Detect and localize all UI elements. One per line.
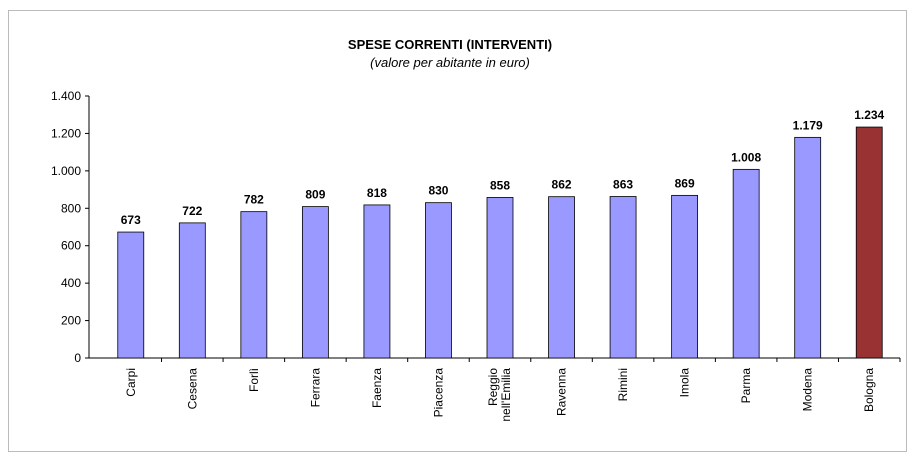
value-label: 1.179 <box>793 118 823 132</box>
bar <box>732 168 760 359</box>
bar <box>117 231 145 359</box>
value-label: 782 <box>244 193 264 207</box>
chart-title: SPESE CORRENTI (INTERVENTI) <box>348 37 552 52</box>
y-tick-label: 1.200 <box>51 126 81 140</box>
value-label: 863 <box>613 177 633 191</box>
x-tick-label: Cesena <box>185 368 199 410</box>
x-tick-label: Parma <box>739 368 753 404</box>
bar <box>301 206 329 359</box>
value-label: 1.234 <box>854 108 884 122</box>
bar <box>178 222 206 359</box>
x-tick-label: Bologna <box>862 368 876 412</box>
bar <box>671 194 699 359</box>
x-tick-label: Reggionell'Emilia <box>486 368 513 422</box>
value-label: 673 <box>121 213 141 227</box>
bar <box>609 196 637 359</box>
value-label: 869 <box>675 176 695 190</box>
x-tick-label: Piacenza <box>431 368 445 418</box>
x-tick-label: Imola <box>678 368 692 398</box>
x-tick-label: Modena <box>801 368 815 412</box>
y-tick-label: 800 <box>61 201 81 215</box>
bar <box>486 197 514 359</box>
bar <box>855 126 883 359</box>
x-tick-label: Ravenna <box>555 368 569 416</box>
value-label: 830 <box>428 184 448 198</box>
value-label: 809 <box>305 188 325 202</box>
value-label: 818 <box>367 186 387 200</box>
y-tick-label: 200 <box>61 314 81 328</box>
value-label: 722 <box>182 204 202 218</box>
x-tick-label: Rimini <box>616 368 630 401</box>
chart-frame <box>8 10 907 452</box>
y-tick-label: 0 <box>74 351 81 365</box>
value-label: 862 <box>552 178 572 192</box>
bar <box>363 204 391 359</box>
value-label: 1.008 <box>731 150 761 164</box>
bar <box>548 196 575 359</box>
x-tick-label: Carpi <box>124 368 138 397</box>
y-tick-label: 600 <box>61 239 81 253</box>
y-tick-label: 1.400 <box>51 89 81 103</box>
bar <box>240 211 268 359</box>
y-tick-label: 400 <box>61 276 81 290</box>
x-tick-label: Forlì <box>247 368 261 392</box>
bar <box>425 202 452 359</box>
x-tick-label: Faenza <box>370 368 384 408</box>
bar <box>794 136 822 359</box>
x-tick-label: Ferrara <box>308 368 322 408</box>
chart-subtitle: (valore per abitante in euro) <box>370 55 530 70</box>
value-label: 858 <box>490 178 510 192</box>
y-tick-label: 1.000 <box>51 164 81 178</box>
